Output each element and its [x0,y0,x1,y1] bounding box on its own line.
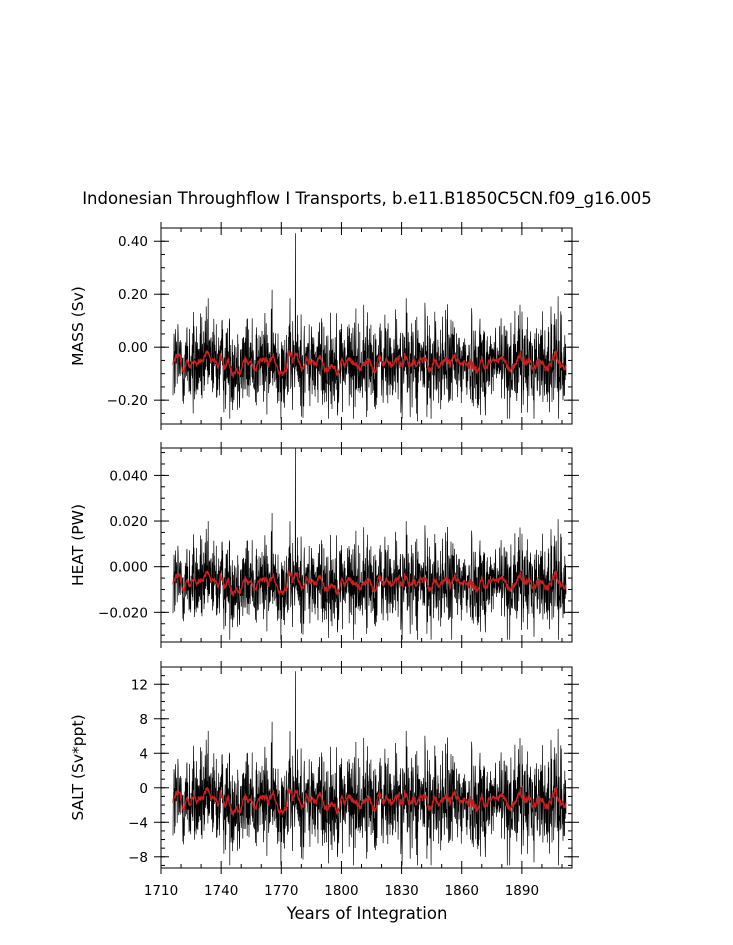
y-tick-label: 0.000 [109,560,148,576]
x-tick-label: 1710 [144,883,178,899]
y-tick-label: −0.20 [107,393,148,409]
y-tick-label: 0.40 [118,234,148,250]
series-monthly-heat [172,448,567,640]
x-tick-label: 1830 [384,883,418,899]
x-tick-label: 1740 [204,883,238,899]
series-smoothed-heat [172,569,567,598]
y-tick-label: 0.020 [109,514,148,530]
y-tick-label: 8 [139,712,148,728]
series-smoothed-mass [172,349,567,380]
x-tick-label: 1800 [324,883,358,899]
y-tick-label: 4 [139,746,148,762]
y-tick-label: 12 [131,677,148,693]
x-tick-label: 1860 [445,883,479,899]
y-axis-label-heat: HEAT (PW) [69,504,87,586]
x-tick-label: 1890 [505,883,539,899]
y-tick-label: 0.20 [118,287,148,303]
panel-frame [160,227,573,425]
panel-salt: 12 8 4 0 −4 −8 SALT (Sv*ppt) [69,661,579,874]
y-tick-label: −8 [128,850,148,866]
y-tick-label: −0.020 [98,605,148,621]
y-tick-label: 0.00 [118,340,148,356]
y-tick-label: −4 [128,815,148,831]
chart-title: Indonesian Throughflow I Transports, b.e… [82,189,652,209]
x-axis-label: Years of Integration [286,904,448,923]
y-tick-label: 0 [139,781,148,797]
panel-heat: 0.040 0.020 0.000 −0.020 HEAT (PW) [69,442,579,648]
series-monthly-salt [172,671,567,866]
panel-frame [160,666,573,869]
series-smoothed-salt [172,786,567,818]
x-axis: 1710 1740 1770 1800 1830 1860 1890 [144,883,539,899]
y-tick-label: 0.040 [109,468,148,484]
y-axis-label-salt: SALT (Sv*ppt) [69,714,87,820]
series-monthly-mass [172,233,567,422]
x-tick-label: 1770 [264,883,298,899]
y-axis-label-mass: MASS (Sv) [69,286,87,366]
panel-frame [160,447,573,643]
panels: 0.40 0.20 0.00 −0.20 MASS (Sv) 0.040 0.020 0.00… [69,222,579,874]
panel-mass: 0.40 0.20 0.00 −0.20 MASS (Sv) [69,222,579,430]
